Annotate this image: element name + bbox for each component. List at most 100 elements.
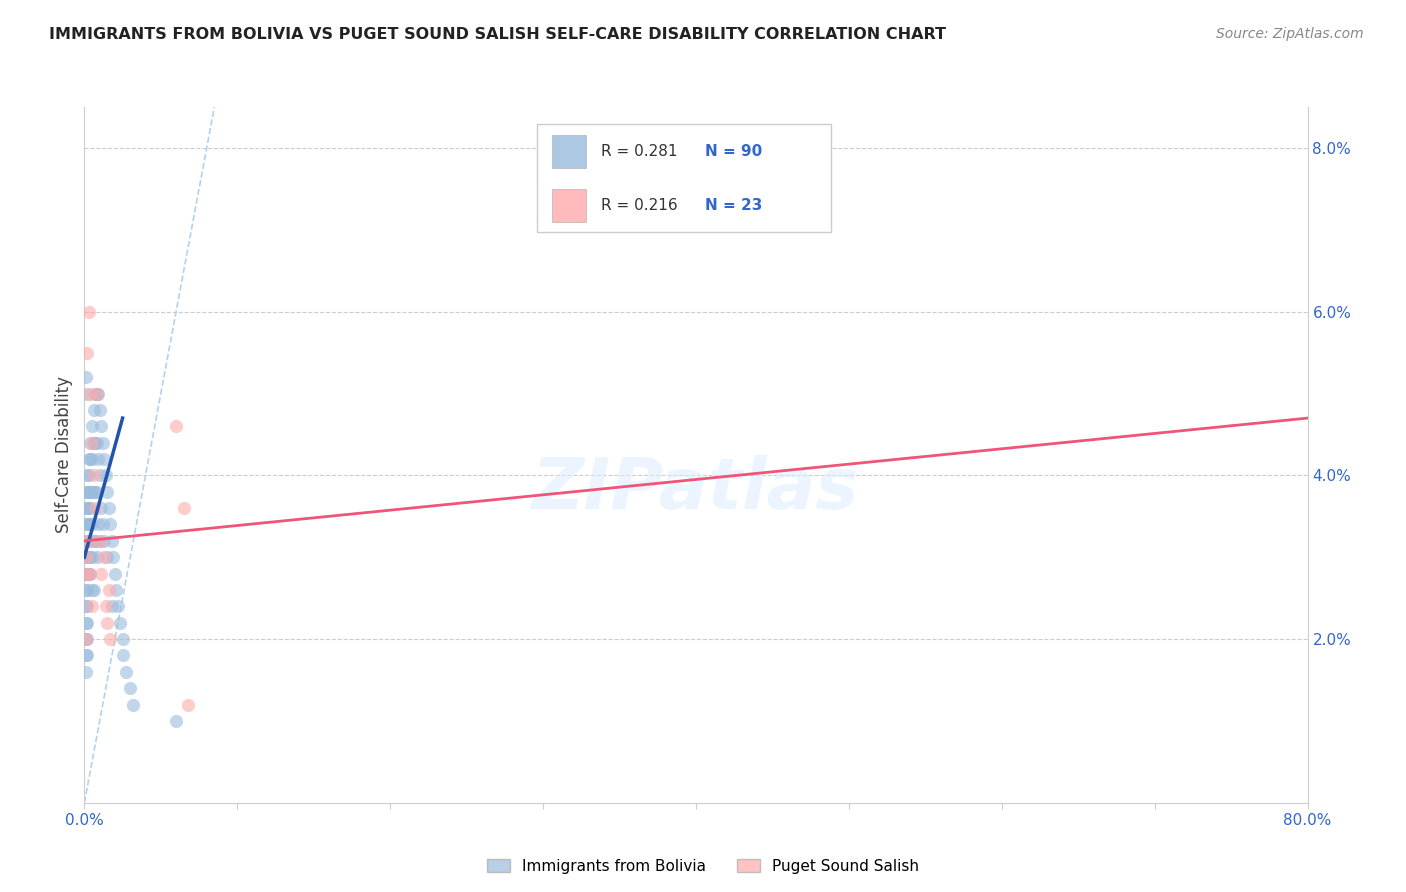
Point [83,403,105,417]
Point [79,566,101,581]
Point [75,665,97,679]
Point [111,632,134,646]
Point [76,599,98,614]
Point [86,435,108,450]
Point [86,386,108,401]
Point [90,566,112,581]
Point [80,419,103,434]
Point [84,386,107,401]
Point [76,468,98,483]
Point [105,582,128,597]
Point [87,452,110,467]
Point [77,501,100,516]
Point [76,550,98,565]
Point [80,435,103,450]
Text: N = 23: N = 23 [704,198,762,213]
Point [80,484,103,499]
Text: N = 90: N = 90 [704,144,762,159]
Point [87,386,110,401]
Point [76,386,98,401]
Point [93,550,115,565]
Text: ZIPatlas: ZIPatlas [533,455,859,524]
Point [90,419,112,434]
Legend: Immigrants from Bolivia, Puget Sound Salish: Immigrants from Bolivia, Puget Sound Sal… [481,853,925,880]
Point [79,484,101,499]
Point [75,501,97,516]
Point [76,550,98,565]
Point [75,533,97,548]
FancyBboxPatch shape [551,135,586,168]
Point [76,648,98,663]
Point [103,550,125,565]
Point [84,501,107,516]
Point [86,550,108,565]
Point [77,533,100,548]
Point [76,632,98,646]
Point [75,370,97,384]
Point [77,452,100,467]
Point [76,517,98,532]
Point [89,533,111,548]
Point [79,386,101,401]
Point [86,484,108,499]
Text: R = 0.281: R = 0.281 [600,144,678,159]
Point [84,533,107,548]
Point [97,501,120,516]
Point [80,517,103,532]
Point [75,648,97,663]
Point [122,698,145,712]
Text: IMMIGRANTS FROM BOLIVIA VS PUGET SOUND SALISH SELF-CARE DISABILITY CORRELATION C: IMMIGRANTS FROM BOLIVIA VS PUGET SOUND S… [49,27,946,42]
Point [77,517,100,532]
Point [96,484,118,499]
Point [79,452,101,467]
Point [75,615,97,630]
Point [77,484,100,499]
Point [96,550,118,565]
Point [77,304,100,318]
Point [80,550,103,565]
Point [77,533,100,548]
Point [120,681,142,696]
Point [75,632,97,646]
Point [77,468,100,483]
Point [165,714,187,728]
Point [76,615,98,630]
Point [75,566,97,581]
Text: Source: ZipAtlas.com: Source: ZipAtlas.com [1216,27,1364,41]
Point [80,582,103,597]
Point [107,599,129,614]
Point [79,550,101,565]
Point [83,468,105,483]
Point [101,533,124,548]
Point [79,435,101,450]
Point [79,501,101,516]
Point [76,345,98,359]
Point [96,615,118,630]
Point [111,648,134,663]
Point [84,484,107,499]
Point [84,435,107,450]
Point [98,632,121,646]
Point [114,665,136,679]
Point [87,517,110,532]
Point [91,435,114,450]
Point [79,566,101,581]
Point [86,386,108,401]
Point [93,533,115,548]
Point [77,566,100,581]
Point [77,550,100,565]
Point [76,484,98,499]
Point [94,599,117,614]
Point [165,419,187,434]
Point [75,550,97,565]
Point [75,632,97,646]
Point [83,435,105,450]
Point [76,582,98,597]
Point [89,468,111,483]
Point [83,533,105,548]
Point [104,566,127,581]
Point [79,517,101,532]
Point [76,533,98,548]
Text: R = 0.216: R = 0.216 [600,198,678,213]
Point [80,452,103,467]
